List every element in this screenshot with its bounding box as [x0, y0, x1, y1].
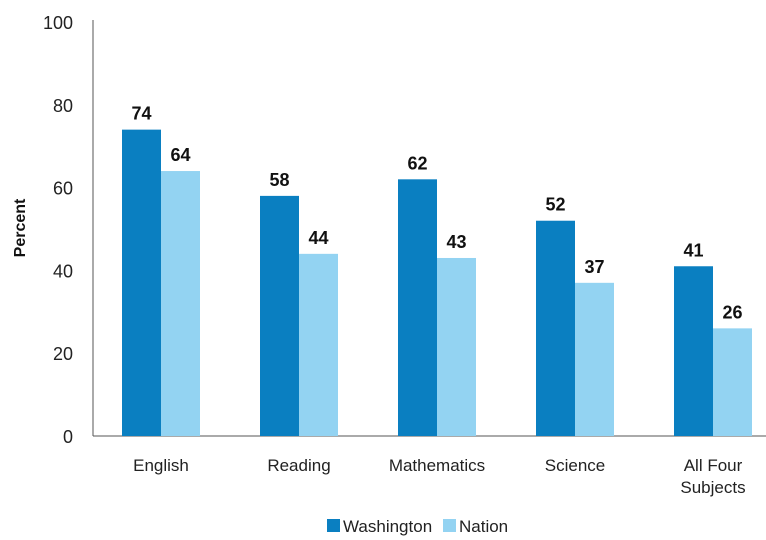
data-label-nation: 44 [308, 228, 328, 248]
data-label-nation: 43 [446, 232, 466, 252]
data-label-washington: 52 [545, 195, 565, 215]
data-label-washington: 58 [269, 170, 289, 190]
legend-swatch-washington [327, 519, 340, 532]
legend-swatch-nation [443, 519, 456, 532]
data-label-washington: 41 [683, 240, 703, 260]
category-label: All Four Subjects [680, 456, 745, 497]
data-label-washington: 74 [131, 104, 151, 124]
bar-washington [674, 266, 713, 436]
data-label-nation: 37 [584, 257, 604, 277]
bar-washington [260, 195, 299, 436]
bar-washington [122, 129, 161, 436]
legend-label-nation: Nation [459, 517, 508, 536]
category-label: Mathematics [389, 456, 485, 475]
data-label-nation: 26 [722, 302, 742, 322]
y-tick-label: 0 [63, 427, 73, 447]
bar-washington [536, 220, 575, 436]
y-tick-label: 40 [53, 261, 73, 281]
bar-nation [713, 328, 752, 436]
bar-nation [161, 171, 200, 437]
y-tick-label: 100 [43, 13, 73, 33]
data-label-nation: 64 [170, 145, 190, 165]
y-tick-label: 60 [53, 179, 73, 199]
y-tick-label: 80 [53, 96, 73, 116]
legend-label-washington: Washington [343, 517, 432, 536]
category-label: English [133, 456, 189, 475]
data-label-washington: 62 [407, 153, 427, 173]
bar-washington [398, 179, 437, 436]
y-axis-title: Percent [12, 198, 29, 257]
bar-nation [299, 253, 338, 436]
bar-nation [575, 282, 614, 436]
category-label: Reading [267, 456, 330, 475]
y-tick-label: 20 [53, 344, 73, 364]
bar-nation [437, 257, 476, 436]
category-label: Science [545, 456, 605, 475]
